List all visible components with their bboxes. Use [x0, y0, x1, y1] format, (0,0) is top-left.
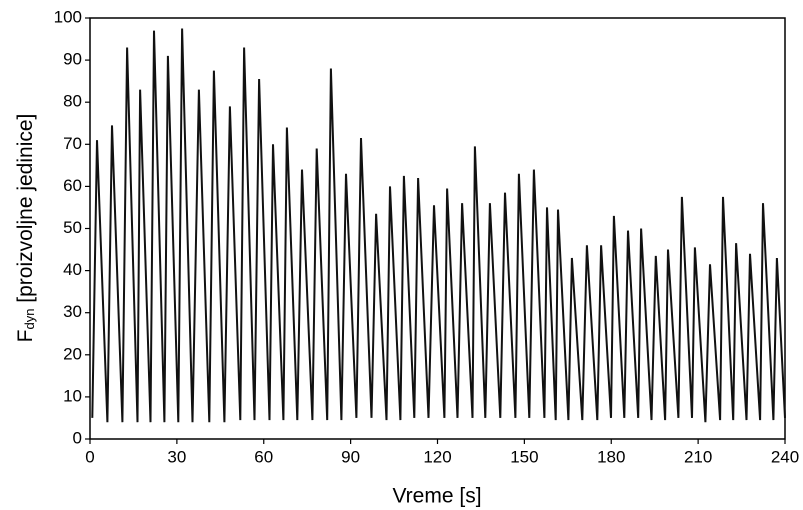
y-axis-title-sub: dyn — [22, 309, 37, 330]
x-tick-label: 90 — [341, 447, 360, 466]
y-tick-label: 10 — [63, 386, 82, 405]
y-tick-label: 100 — [54, 7, 82, 26]
x-axis-title: Vreme [s] — [392, 485, 481, 508]
x-tick-label: 240 — [771, 447, 799, 466]
y-tick-label: 90 — [63, 50, 82, 69]
y-axis-title: Fdyn [proizvoljne jedinice] — [14, 114, 38, 343]
y-tick-label: 70 — [63, 134, 82, 153]
y-axis-title-main: F — [14, 330, 37, 343]
y-tick-label: 60 — [63, 176, 82, 195]
y-tick-label: 0 — [73, 428, 82, 447]
x-tick-label: 60 — [254, 447, 273, 466]
x-tick-label: 120 — [423, 447, 451, 466]
x-tick-label: 150 — [510, 447, 538, 466]
y-tick-label: 30 — [63, 302, 82, 321]
x-tick-label: 30 — [167, 447, 186, 466]
x-tick-label: 210 — [684, 447, 712, 466]
x-tick-label: 180 — [597, 447, 625, 466]
x-tick-label: 0 — [85, 447, 94, 466]
y-tick-label: 80 — [63, 92, 82, 111]
y-tick-label: 50 — [63, 218, 82, 237]
y-tick-label: 20 — [63, 344, 82, 363]
data-line — [91, 28, 786, 423]
y-axis-title-rest: [proizvoljne jedinice] — [14, 114, 37, 309]
y-tick-label: 40 — [63, 260, 82, 279]
